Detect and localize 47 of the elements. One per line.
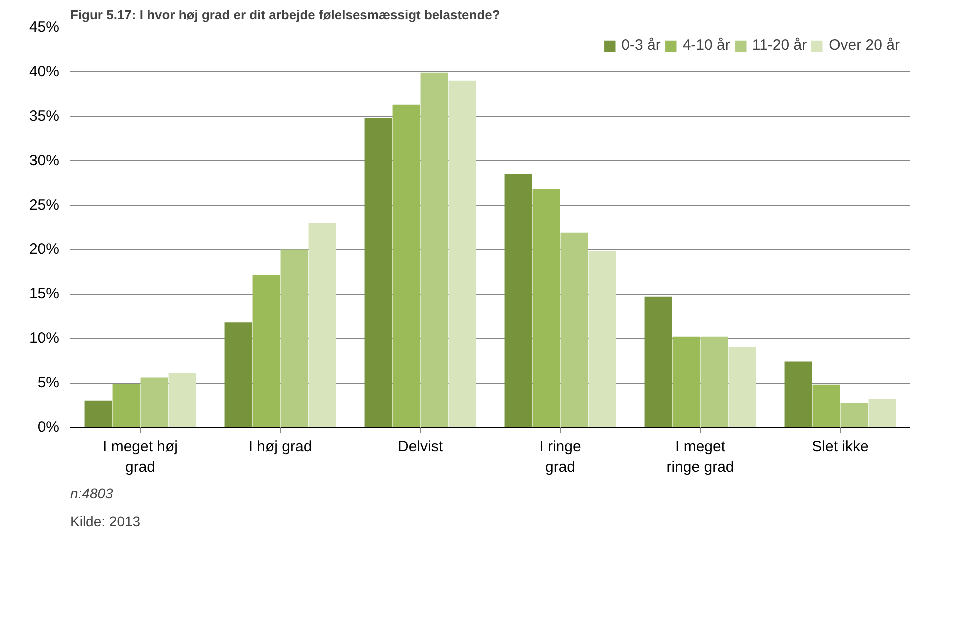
y-tick-label: 0% xyxy=(38,419,60,436)
bar xyxy=(252,276,280,428)
y-tick-label: 35% xyxy=(29,108,60,125)
bar xyxy=(504,174,532,428)
y-tick-label: 5% xyxy=(38,374,60,392)
x-tick-label: I ringe grad xyxy=(540,438,582,476)
bar xyxy=(140,378,168,428)
bar xyxy=(112,384,140,428)
x-tick-label: Delvist xyxy=(398,438,444,456)
y-tick-label: 10% xyxy=(29,330,60,348)
bar xyxy=(364,118,392,428)
bar xyxy=(588,252,616,428)
legend-label: Over 20 år xyxy=(829,37,900,54)
bar xyxy=(784,362,812,428)
bar xyxy=(168,373,196,428)
x-tick-label: I meget høj grad xyxy=(102,438,178,476)
bar xyxy=(532,189,560,428)
bar xyxy=(308,223,336,428)
y-tick-label: 40% xyxy=(29,63,60,80)
legend-label: 0-3 år xyxy=(622,37,661,54)
y-tick-label: 25% xyxy=(29,196,60,214)
y-tick-label: 45% xyxy=(29,19,60,36)
text: n:4803 xyxy=(70,486,114,502)
bar xyxy=(420,72,448,428)
bar xyxy=(644,296,672,428)
bar xyxy=(280,250,308,428)
bar xyxy=(700,336,728,428)
x-tick-label: I høj grad xyxy=(248,438,312,456)
legend-label: 4-10 år xyxy=(682,37,730,54)
legend-label: 11-20 år xyxy=(752,37,808,54)
y-tick-label: 15% xyxy=(29,286,60,303)
bar xyxy=(868,399,896,428)
y-tick-label: 30% xyxy=(29,152,60,170)
bar xyxy=(560,232,588,428)
x-tick-label: Slet ikke xyxy=(812,438,869,456)
bar xyxy=(840,404,868,428)
chart-title: Figur 5.17: I hvor høj grad er dit arbejde følelsesmæssigt belastende? xyxy=(70,8,500,22)
bar xyxy=(728,348,756,428)
x-tick-label: I meget ringe grad xyxy=(666,438,734,476)
text: Kilde: 2013 xyxy=(70,514,141,530)
bar xyxy=(224,322,252,428)
bar xyxy=(392,104,420,428)
bar xyxy=(448,80,476,428)
bar xyxy=(672,336,700,428)
bar xyxy=(812,384,840,428)
y-tick-label: 20% xyxy=(29,241,60,258)
bar xyxy=(84,400,112,428)
